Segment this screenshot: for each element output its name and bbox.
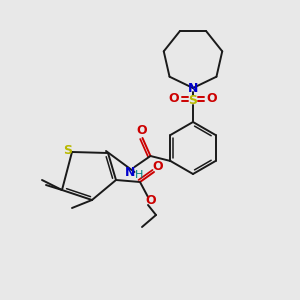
Text: S: S bbox=[188, 94, 197, 106]
Text: O: O bbox=[169, 92, 179, 106]
Text: S: S bbox=[64, 145, 73, 158]
Text: O: O bbox=[153, 160, 163, 173]
Text: N: N bbox=[125, 166, 136, 178]
Text: O: O bbox=[146, 194, 156, 208]
Text: O: O bbox=[136, 124, 147, 137]
Text: N: N bbox=[188, 82, 198, 94]
Text: H: H bbox=[135, 170, 144, 180]
Text: O: O bbox=[207, 92, 217, 106]
